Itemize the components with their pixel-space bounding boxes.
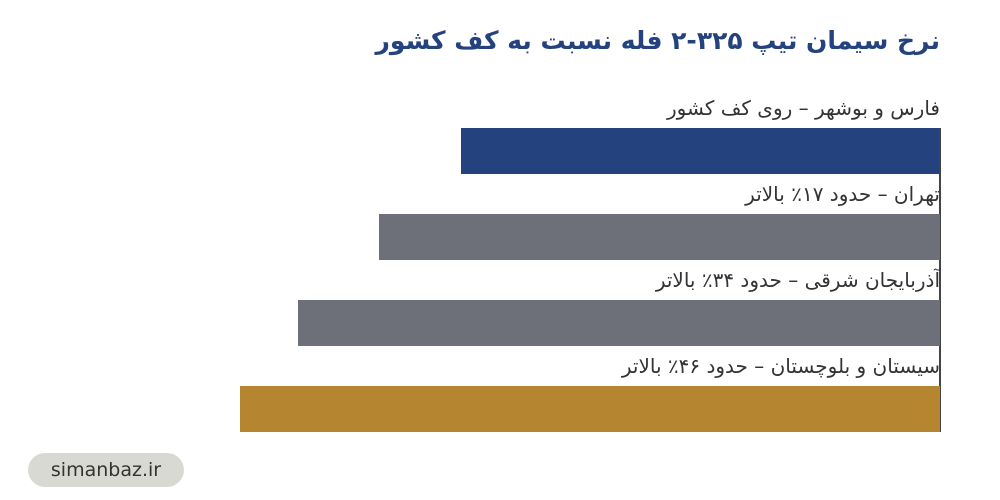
bar xyxy=(240,386,940,432)
axis-line xyxy=(939,128,941,432)
category-label: آذربایجان شرقی – حدود ۳۴٪ بالاتر xyxy=(655,268,940,292)
source-badge: simanbaz.ir xyxy=(28,453,184,487)
category-label: سیستان و بلوچستان – حدود ۴۶٪ بالاتر xyxy=(621,354,940,378)
category-label: تهران – حدود ۱۷٪ بالاتر xyxy=(745,182,940,206)
bar xyxy=(460,128,940,174)
bar xyxy=(297,300,940,346)
bar xyxy=(379,214,940,260)
category-label: فارس و بوشهر – روی کف کشور xyxy=(667,96,940,120)
chart-title: نرخ سیمان تیپ ۳۲۵-۲ فله نسبت به کف کشور xyxy=(375,26,941,55)
